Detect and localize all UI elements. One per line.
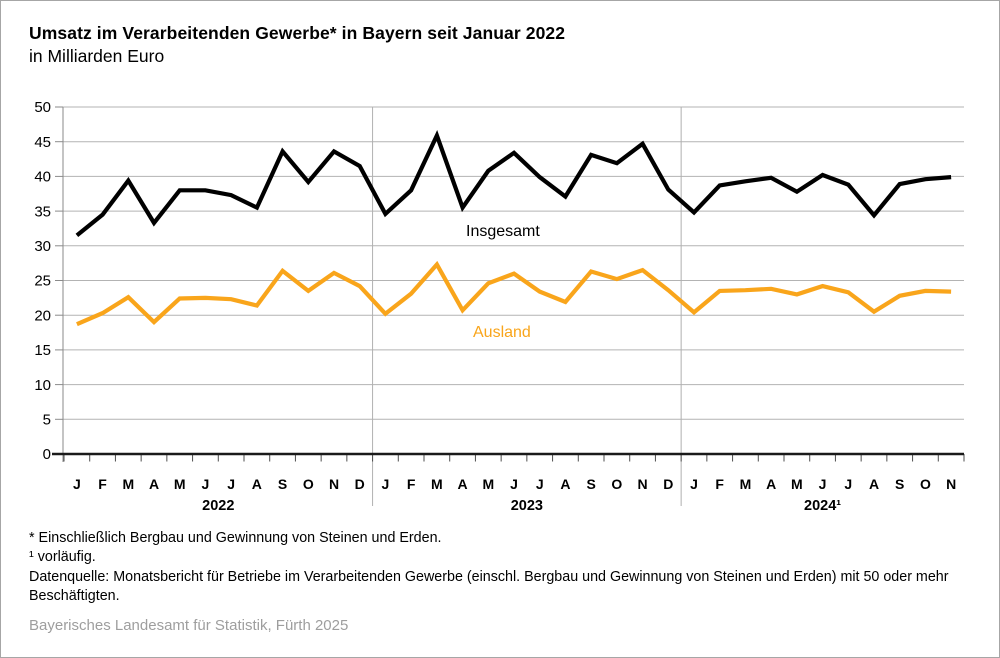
month-label: M (740, 476, 752, 492)
month-label: M (174, 476, 186, 492)
month-label: F (715, 476, 724, 492)
month-label: N (329, 476, 339, 492)
month-label: O (920, 476, 931, 492)
footnotes-block: * Einschließlich Bergbau und Gewinnung v… (29, 529, 975, 607)
month-label: J (510, 476, 518, 492)
month-label: A (149, 476, 159, 492)
y-tick-label: 15 (34, 342, 51, 359)
series-line-ausland (76, 260, 952, 327)
footnote-asterisk: * Einschließlich Bergbau und Gewinnung v… (29, 530, 442, 546)
y-tick-label: 30 (34, 238, 51, 255)
month-label: J (536, 476, 544, 492)
month-label: A (458, 476, 468, 492)
footnote-preliminary: ¹ vorläufig. (29, 549, 96, 566)
month-label: A (869, 476, 879, 492)
month-label: M (791, 476, 803, 492)
chart-title: Umsatz im Verarbeitenden Gewerbe* in Bay… (29, 23, 566, 43)
month-label: D (355, 476, 365, 492)
month-label: S (586, 476, 595, 492)
month-label: F (98, 476, 107, 492)
month-label: J (227, 476, 235, 492)
y-tick-label: 5 (43, 412, 51, 429)
month-label: M (431, 476, 443, 492)
year-label: 2022 (202, 498, 234, 514)
y-tick-label: 10 (34, 377, 51, 394)
year-label: 2023 (511, 498, 543, 514)
month-label: J (819, 476, 827, 492)
series-line-insgesamt (75, 129, 952, 238)
month-label: J (690, 476, 698, 492)
series-label-ausland: Ausland (473, 324, 531, 341)
month-label: M (122, 476, 134, 492)
year-label: 2024¹ (804, 498, 841, 514)
month-label: S (278, 476, 287, 492)
month-label: F (407, 476, 416, 492)
month-label: D (663, 476, 673, 492)
y-tick-label: 45 (34, 134, 51, 151)
month-label: J (382, 476, 390, 492)
month-label: J (844, 476, 852, 492)
footnote-source: Datenquelle: Monatsbericht für Betriebe … (29, 568, 949, 605)
series-label-insgesamt: Insgesamt (466, 223, 540, 240)
month-label: S (895, 476, 904, 492)
y-tick-label: 0 (43, 446, 51, 463)
month-label: O (303, 476, 314, 492)
y-tick-label: 50 (34, 99, 51, 116)
y-tick-label: 40 (34, 169, 51, 186)
month-label: N (638, 476, 648, 492)
month-label: N (946, 476, 956, 492)
month-label: M (482, 476, 494, 492)
month-label: A (766, 476, 776, 492)
month-label: J (73, 476, 81, 492)
month-label: A (560, 476, 570, 492)
y-tick-label: 25 (34, 273, 51, 290)
y-tick-label: 35 (34, 203, 51, 220)
month-label: O (611, 476, 622, 492)
chart-subtitle: in Milliarden Euro (29, 46, 165, 66)
month-label: A (252, 476, 262, 492)
month-label: J (202, 476, 210, 492)
y-tick-label: 20 (34, 307, 51, 324)
publisher-credit: Bayerisches Landesamt für Statistik, Für… (29, 617, 349, 634)
